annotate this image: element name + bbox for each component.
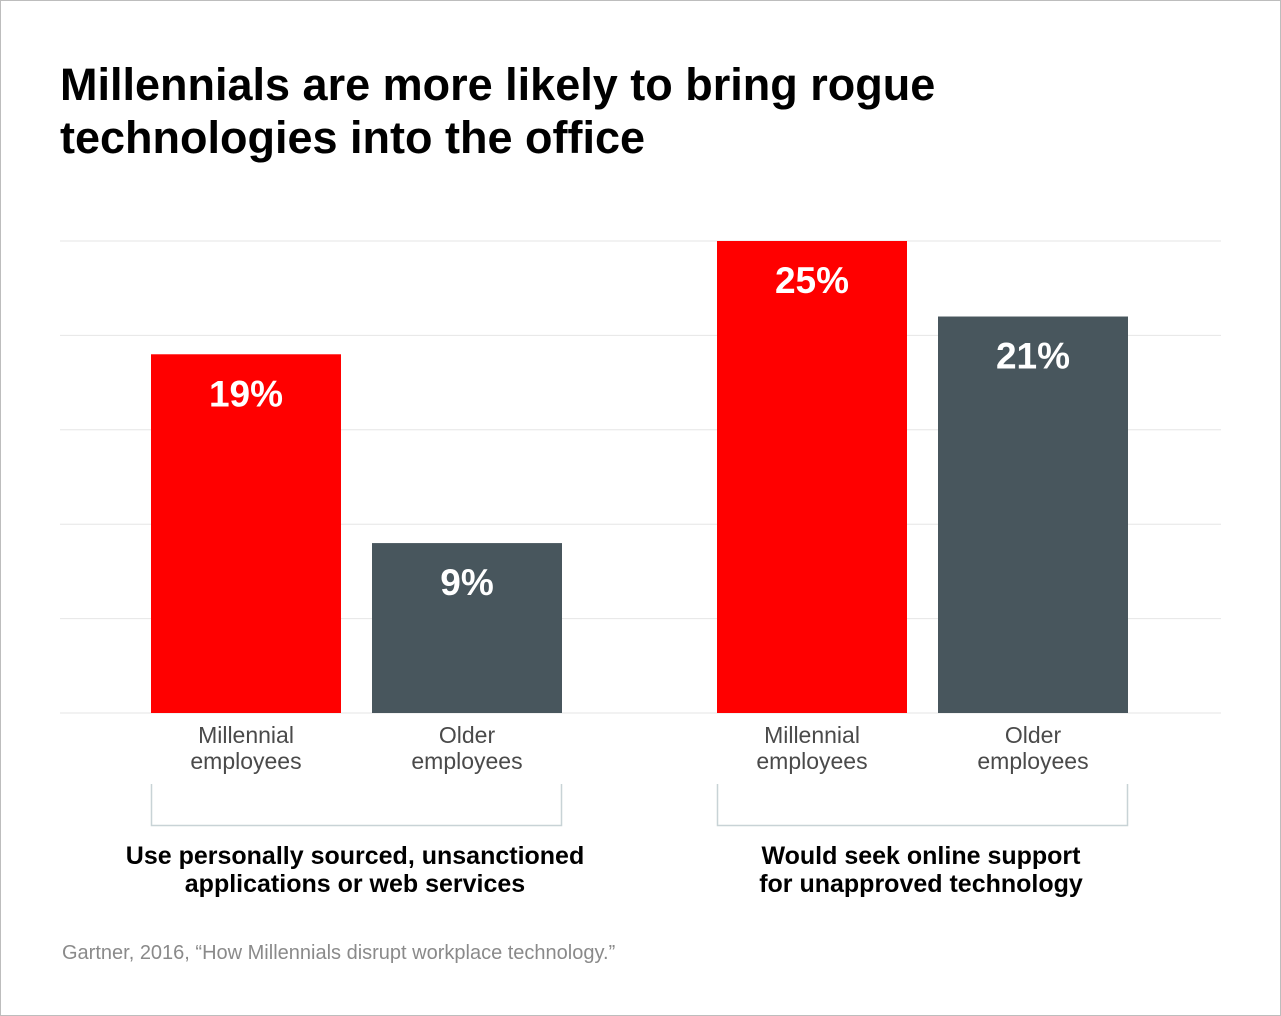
value-label-group-1-bar-2: 9% [440,562,493,603]
group-label-2: Would seek online support for unapproved… [656,842,1186,898]
group-bracket-1 [150,784,563,827]
value-label-group-1-bar-1: 19% [209,373,283,414]
value-label-group-2-bar-1: 25% [775,260,849,301]
bar-older-group-2 [938,316,1128,713]
source-note: Gartner, 2016, “How Millennials disrupt … [62,942,616,964]
category-label-group-2-bar-2-line-2: employees [977,748,1088,774]
chart-title-line-1: Millennials are more likely to bring rog… [60,59,936,110]
category-label-group-1-bar-1-line-1: Millennial [198,722,294,748]
chart-title-line-2: technologies into the office [60,112,646,163]
group-label-1-line-2: applications or web services [184,870,526,898]
group-label-2-line-1: Would seek online support [761,842,1081,870]
bar-older-group-1 [372,543,562,713]
category-label-group-1-bar-2-line-1: Older [439,722,496,748]
bar-millennial-group-1 [151,354,341,713]
category-label-group-1-bar-2-line-2: employees [411,748,522,774]
chart-title: Millennials are more likely to bring rog… [60,58,1060,164]
category-label-group-1-bar-1-line-2: employees [190,748,301,774]
group-label-1-line-1: Use personally sourced, unsanctioned [125,842,585,870]
category-label-group-2-bar-1-line-2: employees [756,748,867,774]
category-label-group-2-bar-2-line-1: Older [1005,722,1062,748]
group-label-1: Use personally sourced, unsanctioned app… [90,842,620,898]
value-label-group-2-bar-2: 21% [996,336,1070,377]
group-label-2-line-2: for unapproved technology [759,870,1083,898]
category-label-group-2-bar-1-line-1: Millennial [764,722,860,748]
bar-millennial-group-2 [717,241,907,713]
group-bracket-2 [716,784,1129,827]
